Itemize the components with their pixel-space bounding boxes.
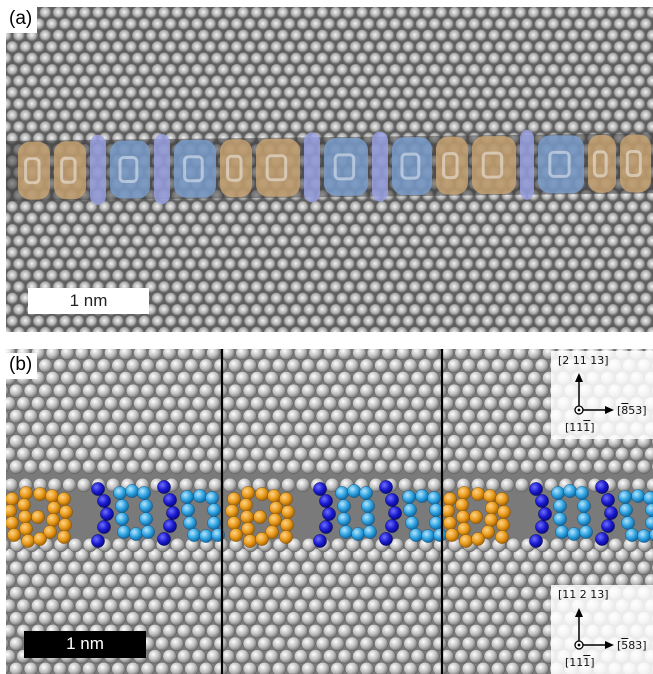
axis-out-label: [111] [565, 656, 595, 669]
orientation-axes-top: [2 11 13] [853] [111] [551, 351, 653, 439]
hrtem-lattice [6, 7, 653, 332]
axis-right-label: [583] [617, 639, 647, 652]
panel-a-label: (a) [6, 7, 38, 33]
boundary-units [6, 480, 653, 548]
grain-boundary-band [6, 129, 653, 205]
axis-up-label: [2 11 13] [558, 354, 609, 367]
scale-bar-a: 1 nm [28, 288, 149, 314]
orientation-axes-bottom: [11 2 13] [583] [111] [551, 585, 653, 674]
atomic-model: (b) [2 11 13] [853] [111] [11 2 13] [583… [6, 349, 653, 674]
axis-right-label: [853] [617, 404, 647, 417]
axis-arrows-icon [574, 608, 614, 650]
scale-bar-b: 1 nm [24, 631, 146, 658]
hrtem-image: (a) 1 nm [6, 7, 653, 332]
axis-arrows-icon [574, 373, 614, 415]
axis-out-label: [111] [565, 421, 595, 434]
panel-b-label: (b) [6, 353, 38, 379]
axis-up-label: [11 2 13] [558, 588, 609, 601]
